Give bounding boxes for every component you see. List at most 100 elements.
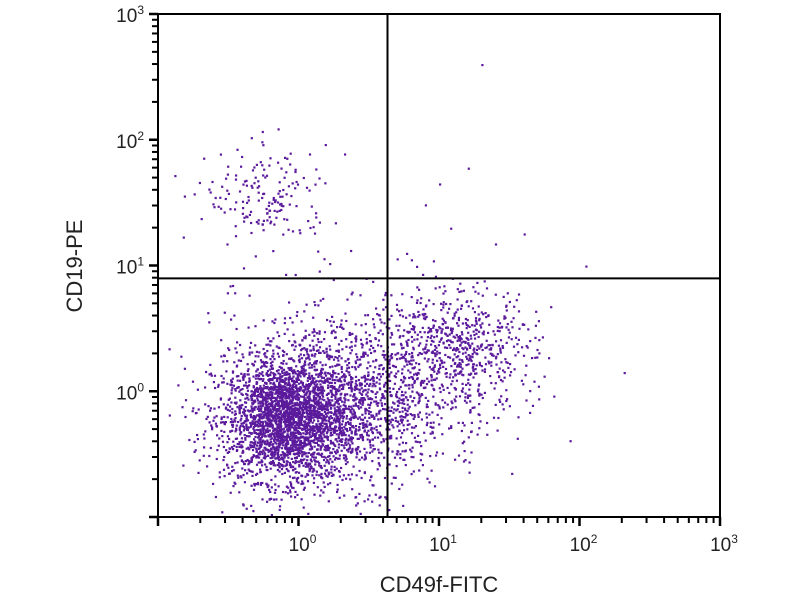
data-point [265,382,268,385]
data-point [445,372,448,375]
data-point [325,423,328,426]
data-point [364,384,367,387]
data-point [289,438,292,441]
data-point [314,415,317,419]
data-point [240,437,243,440]
data-point [362,401,365,404]
data-point [432,368,435,371]
data-point [425,383,429,386]
data-point [261,426,264,429]
data-point [405,396,408,399]
data-point [334,410,337,413]
data-point [308,418,311,421]
data-point [477,313,480,316]
data-point [279,383,282,387]
data-point [239,425,242,428]
data-point [253,431,256,435]
data-point [369,378,372,381]
data-point [478,347,481,350]
data-point [458,290,461,293]
data-point [354,425,358,428]
data-point [226,463,229,466]
data-point [401,432,404,435]
data-point [266,469,269,472]
data-point [369,422,372,425]
data-point [308,376,312,379]
data-point [452,348,455,352]
data-point [302,373,305,376]
data-point [217,444,220,447]
data-point [390,314,393,317]
data-point [393,374,396,378]
data-point [279,443,282,446]
data-point [428,330,431,333]
data-point [370,475,373,478]
data-point [411,340,414,343]
data-point [375,381,378,384]
data-point [249,425,253,428]
data-point [329,434,332,437]
data-point [261,422,264,425]
data-point [230,389,233,392]
data-point [364,314,367,317]
data-point [333,417,336,420]
data-point [329,429,332,432]
data-point [256,436,260,439]
data-point [346,393,349,396]
data-point [326,353,329,356]
data-point [232,284,235,288]
data-point [359,436,362,439]
data-point [308,384,311,387]
data-point [243,413,246,416]
data-point [310,439,313,442]
data-point [246,472,249,475]
data-point [473,333,476,337]
data-point [296,377,299,380]
data-point [208,321,211,324]
data-point [317,439,320,442]
data-point [370,344,373,347]
data-point [512,345,516,348]
data-point [319,424,322,427]
data-point [288,406,291,409]
data-point [420,352,423,355]
data-point [413,338,416,341]
data-point [288,375,291,378]
data-point [265,443,268,446]
data-point [303,486,306,489]
data-point [243,414,247,417]
data-point [269,358,272,361]
data-point [296,408,299,411]
data-point [356,448,359,451]
data-point [319,413,322,416]
data-point [254,440,257,443]
data-point [538,398,541,401]
data-point [443,361,446,364]
data-point [374,493,377,496]
data-point [250,444,253,447]
data-point [229,285,232,288]
data-point [226,173,229,176]
data-point [438,357,441,360]
data-point [274,464,277,467]
data-point [293,476,296,479]
data-point [277,450,280,453]
data-point [401,356,404,359]
data-point [441,452,444,455]
data-point [253,416,256,419]
data-point [336,440,339,443]
data-point [325,350,328,353]
data-point [496,429,499,432]
data-point [307,442,310,446]
data-point [307,440,310,443]
data-point [323,414,326,418]
data-point [250,470,253,473]
data-point [328,421,331,424]
data-point [304,403,307,406]
data-point [498,398,501,401]
data-point [417,392,420,395]
data-point [367,498,370,501]
data-point [313,301,316,304]
data-point [220,355,223,358]
data-point [276,377,279,380]
